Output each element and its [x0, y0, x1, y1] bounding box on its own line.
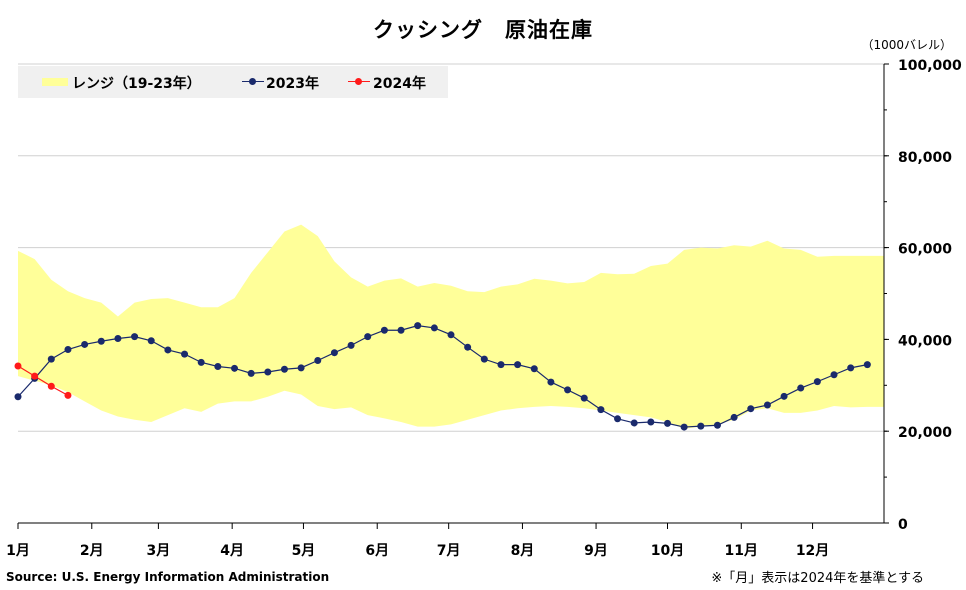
data-point: [47, 382, 55, 390]
data-point: [14, 362, 22, 370]
data-point: [664, 419, 671, 427]
data-point: [863, 361, 871, 369]
data-point: [847, 364, 855, 372]
data-point: [197, 358, 205, 366]
data-point: [713, 421, 721, 429]
data-point: [447, 331, 455, 339]
legend-range-label: レンジ（19-23年）: [72, 76, 201, 92]
data-point: [64, 345, 72, 353]
data-point: [414, 322, 422, 330]
data-point: [430, 324, 438, 332]
y-tick-label: 0: [898, 517, 908, 533]
x-tick-label: 2月: [80, 543, 104, 559]
data-point: [297, 364, 305, 372]
data-point: [47, 355, 55, 363]
axis-layer: [17, 63, 889, 529]
data-point: [597, 406, 605, 414]
legend-2024-label: 2024年: [373, 76, 426, 92]
legend-2024-marker: [355, 78, 362, 85]
series-line: [17, 365, 69, 396]
y-tick-label: 40,000: [898, 333, 952, 349]
data-point: [763, 401, 771, 409]
x-tick-label: 12月: [796, 543, 829, 559]
data-point: [497, 361, 505, 369]
data-point: [131, 333, 139, 341]
y-tick-label: 80,000: [898, 150, 952, 166]
data-point: [14, 393, 22, 401]
y-tick-label: 20,000: [898, 425, 952, 441]
data-point: [380, 326, 388, 334]
data-point: [464, 343, 472, 351]
data-point: [397, 326, 405, 334]
data-point: [164, 346, 172, 354]
data-point: [247, 369, 255, 377]
data-point: [314, 357, 322, 365]
x-tick-label: 4月: [220, 543, 244, 559]
data-point: [747, 405, 755, 413]
data-point: [214, 362, 222, 370]
x-tick-label: 6月: [365, 543, 389, 559]
data-point: [630, 419, 638, 427]
data-point: [780, 392, 788, 400]
data-point: [31, 372, 39, 380]
x-tick-label: 9月: [584, 543, 608, 559]
footnote: ※「月」表示は2024年を基準とする: [711, 571, 924, 586]
y-tick-label: 100,000: [898, 58, 962, 74]
legend: レンジ（19-23年） 2023年 2024年: [18, 66, 448, 98]
y-tick-label: 60,000: [898, 242, 952, 258]
x-tick-label: 5月: [292, 543, 316, 559]
x-tick-label: 1月: [6, 543, 30, 559]
label-layer: 0 20,000 40,000 60,000 80,000 100,000 1月 2月 3月 4月…: [6, 58, 962, 559]
x-tick-label: 3月: [147, 543, 171, 559]
range-band: [18, 224, 884, 429]
x-tick-label: 10月: [651, 543, 684, 559]
data-point: [264, 368, 272, 376]
data-point: [813, 378, 821, 386]
data-point: [364, 333, 372, 341]
data-point: [97, 337, 105, 345]
data-point: [347, 341, 355, 349]
data-point: [647, 418, 655, 426]
data-point: [564, 386, 572, 394]
chart-title: クッシング 原油在庫: [373, 18, 593, 42]
legend-2023-marker: [249, 78, 256, 85]
legend-range-swatch: [42, 78, 68, 86]
series-line: [17, 325, 868, 428]
source-text: Source: U.S. Energy Information Administ…: [6, 570, 330, 584]
data-point: [81, 340, 89, 348]
x-tick-label: 11月: [725, 543, 758, 559]
legend-2023-label: 2023年: [266, 76, 319, 92]
data-point: [64, 391, 72, 399]
series-layer: [14, 322, 871, 431]
data-point: [181, 350, 189, 358]
x-tick-label: 7月: [437, 543, 461, 559]
data-point: [680, 423, 688, 431]
x-tick-label: 8月: [511, 543, 535, 559]
data-point: [830, 371, 838, 379]
data-point: [730, 413, 738, 421]
data-point: [797, 384, 805, 392]
unit-label: （1000バレル）: [861, 38, 952, 52]
range-layer: [18, 224, 884, 429]
data-point: [147, 337, 155, 345]
data-point: [514, 361, 522, 369]
data-point: [530, 365, 538, 373]
data-point: [280, 365, 288, 373]
data-point: [580, 394, 588, 402]
data-point: [330, 349, 338, 357]
data-point: [614, 415, 622, 423]
data-point: [547, 378, 555, 386]
data-point: [697, 422, 705, 430]
data-point: [480, 355, 488, 363]
data-point: [114, 334, 122, 342]
data-point: [231, 364, 238, 372]
